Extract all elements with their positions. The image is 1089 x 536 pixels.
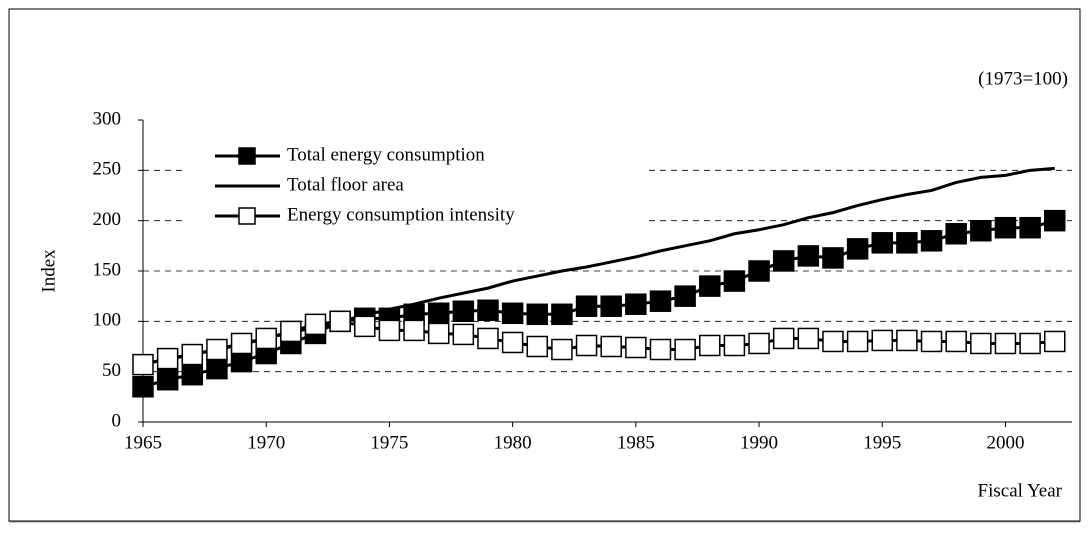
marker — [526, 303, 549, 326]
marker — [970, 332, 992, 355]
y-tick-label: 100 — [93, 310, 122, 331]
marker — [132, 353, 154, 376]
marker — [1044, 330, 1066, 353]
legend-label: Total floor area — [287, 174, 404, 195]
marker — [896, 329, 918, 352]
legend: Total energy consumption Total floor area… — [182, 140, 646, 236]
marker — [255, 327, 277, 350]
marker — [846, 238, 869, 260]
marker — [551, 338, 573, 361]
marker — [181, 343, 204, 366]
marker — [920, 330, 943, 353]
y-tick-label: 150 — [93, 259, 122, 280]
x-axis-label: Fiscal Year — [978, 480, 1063, 501]
marker — [132, 376, 154, 398]
marker — [1019, 332, 1041, 355]
marker — [1019, 216, 1041, 239]
x-tick-label: 1990 — [740, 432, 778, 453]
marker — [427, 302, 450, 325]
marker — [871, 329, 894, 352]
marker — [723, 334, 746, 357]
y-axis-label: Index — [38, 249, 59, 293]
marker — [772, 327, 795, 350]
marker — [1044, 209, 1066, 232]
marker — [452, 323, 475, 346]
marker — [945, 223, 967, 245]
marker — [945, 330, 967, 353]
marker — [896, 232, 918, 254]
marker — [206, 338, 228, 361]
marker — [452, 300, 475, 323]
marker — [206, 357, 228, 380]
marker — [748, 332, 770, 355]
marker — [674, 338, 696, 361]
marker — [822, 330, 844, 353]
marker — [600, 295, 622, 317]
marker — [699, 334, 721, 357]
marker — [649, 290, 672, 312]
annotation: (1973=100) — [978, 68, 1068, 89]
marker — [575, 295, 598, 317]
marker — [723, 270, 746, 292]
marker — [994, 332, 1017, 355]
marker — [280, 320, 302, 343]
marker — [501, 302, 524, 325]
marker — [625, 293, 647, 315]
legend-label: Energy consumption intensity — [287, 204, 515, 225]
marker — [920, 230, 943, 252]
y-tick-label: 200 — [93, 209, 122, 230]
marker — [674, 285, 696, 307]
marker — [846, 330, 869, 353]
y-tick-label: 250 — [93, 159, 122, 180]
marker — [378, 319, 401, 342]
marker — [526, 335, 549, 358]
marker — [994, 216, 1017, 239]
marker — [625, 336, 647, 359]
marker — [230, 332, 253, 355]
marker — [427, 322, 450, 345]
legend-label: Total energy consumption — [287, 144, 485, 165]
marker — [477, 327, 499, 350]
legend-marker — [238, 147, 256, 165]
marker — [403, 319, 425, 342]
y-tick-label: 300 — [93, 108, 122, 129]
marker — [822, 247, 844, 269]
marker — [797, 327, 820, 350]
marker — [600, 335, 622, 358]
marker — [551, 303, 573, 326]
x-tick-label: 1980 — [494, 432, 532, 453]
marker — [501, 331, 524, 354]
marker — [329, 310, 351, 333]
marker — [871, 232, 894, 254]
x-tick-label: 1970 — [247, 432, 285, 453]
frame — [8, 8, 1081, 522]
marker — [649, 338, 672, 361]
x-tick-label: 1975 — [370, 432, 408, 453]
x-tick-label: 2000 — [986, 432, 1024, 453]
marker — [181, 363, 204, 386]
marker — [748, 260, 770, 282]
marker — [156, 347, 179, 370]
y-tick-label: 0 — [112, 410, 122, 431]
marker — [970, 219, 992, 242]
y-tick-label: 50 — [102, 360, 121, 381]
marker — [230, 350, 253, 373]
marker — [354, 315, 376, 338]
marker — [477, 299, 499, 322]
marker — [797, 245, 820, 267]
marker — [156, 368, 179, 391]
x-tick-label: 1995 — [863, 432, 901, 453]
marker — [575, 334, 598, 357]
marker — [304, 313, 327, 336]
marker — [699, 275, 721, 297]
x-tick-label: 1965 — [124, 432, 162, 453]
marker — [772, 250, 795, 272]
x-tick-label: 1985 — [617, 432, 655, 453]
legend-marker — [238, 207, 256, 225]
